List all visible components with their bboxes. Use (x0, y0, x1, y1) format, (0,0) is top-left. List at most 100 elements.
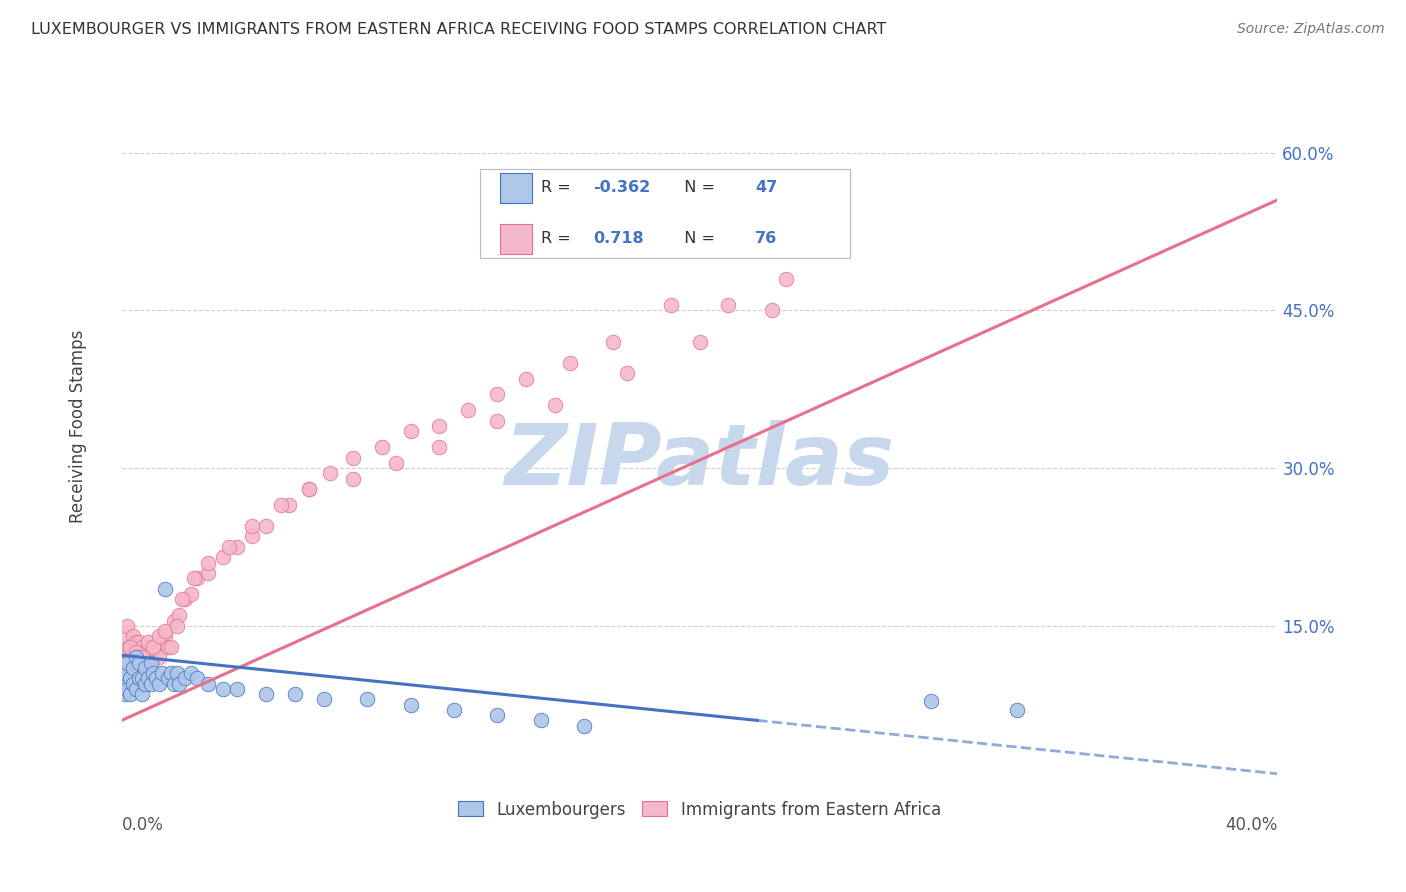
Point (920, 694, 942, 708)
Text: Receiving Food Stamps: Receiving Food Stamps (69, 329, 87, 523)
Point (689, 334, 711, 349)
Point (775, 272, 797, 286)
Text: -0.362: -0.362 (593, 180, 651, 195)
Point (558, 356, 581, 370)
Point (278, 498, 301, 512)
Point (342, 450, 364, 465)
Point (254, 687, 277, 701)
Point (572, 719, 595, 733)
Point (342, 472, 364, 486)
Point (1007, 703, 1029, 717)
Point (240, 519, 263, 533)
Point (197, 556, 219, 570)
Point (136, 671, 159, 685)
Text: 76: 76 (755, 231, 778, 246)
Point (134, 656, 156, 670)
Point (120, 671, 142, 685)
Point (226, 540, 249, 554)
Point (114, 687, 136, 701)
Point (125, 634, 148, 648)
Text: R =: R = (541, 231, 576, 246)
Point (429, 440, 451, 454)
Point (131, 640, 153, 654)
Point (457, 403, 479, 417)
Point (128, 650, 150, 665)
Point (163, 614, 186, 628)
Point (180, 587, 202, 601)
Point (131, 650, 153, 665)
Text: 0.0%: 0.0% (122, 815, 163, 834)
Point (159, 666, 181, 681)
Text: LUXEMBOURGER VS IMMIGRANTS FROM EASTERN AFRICA RECEIVING FOOD STAMPS CORRELATION: LUXEMBOURGER VS IMMIGRANTS FROM EASTERN … (31, 22, 886, 37)
Point (486, 414, 509, 428)
Point (131, 687, 153, 701)
Point (139, 656, 162, 670)
Point (114, 650, 136, 665)
FancyBboxPatch shape (499, 224, 531, 254)
Point (120, 640, 142, 654)
Point (128, 656, 150, 670)
Point (226, 681, 249, 696)
Point (312, 692, 335, 706)
Point (174, 592, 197, 607)
Point (114, 629, 136, 643)
Point (163, 676, 186, 690)
Point (131, 656, 153, 670)
Point (122, 676, 145, 690)
Point (145, 645, 167, 659)
Point (370, 440, 392, 454)
Point (659, 298, 682, 312)
Point (136, 640, 159, 654)
Point (197, 566, 219, 581)
Point (761, 303, 783, 318)
Point (128, 671, 150, 685)
Point (131, 671, 153, 685)
Point (111, 676, 134, 690)
Point (544, 398, 567, 412)
Point (211, 681, 233, 696)
Point (139, 645, 162, 659)
Point (356, 692, 378, 706)
Point (153, 624, 176, 638)
Point (120, 656, 142, 670)
Point (148, 650, 170, 665)
Text: Source: ZipAtlas.com: Source: ZipAtlas.com (1237, 22, 1385, 37)
Point (169, 608, 191, 623)
Point (298, 482, 321, 496)
Point (139, 676, 162, 690)
Point (125, 661, 148, 675)
Point (180, 666, 202, 681)
Point (120, 687, 142, 701)
Point (399, 698, 422, 712)
Point (136, 634, 159, 648)
Point (142, 640, 165, 654)
Point (515, 203, 537, 218)
Point (443, 703, 465, 717)
Point (134, 661, 156, 675)
Point (717, 298, 740, 312)
Point (174, 671, 197, 685)
Point (125, 645, 148, 659)
Point (145, 671, 167, 685)
Point (134, 650, 156, 665)
Point (128, 634, 150, 648)
Text: R =: R = (541, 180, 576, 195)
Point (486, 387, 509, 401)
Point (117, 661, 139, 675)
Point (166, 619, 188, 633)
Point (142, 666, 165, 681)
Point (159, 640, 181, 654)
Point (602, 334, 624, 349)
Point (153, 582, 176, 596)
Text: 40.0%: 40.0% (1225, 815, 1278, 834)
Point (117, 619, 139, 633)
Point (125, 681, 148, 696)
Point (142, 640, 165, 654)
Point (616, 367, 638, 381)
Point (153, 629, 176, 643)
Point (298, 482, 321, 496)
Point (240, 529, 263, 543)
Point (166, 666, 188, 681)
Point (122, 661, 145, 675)
Text: ZIPatlas: ZIPatlas (505, 420, 894, 503)
